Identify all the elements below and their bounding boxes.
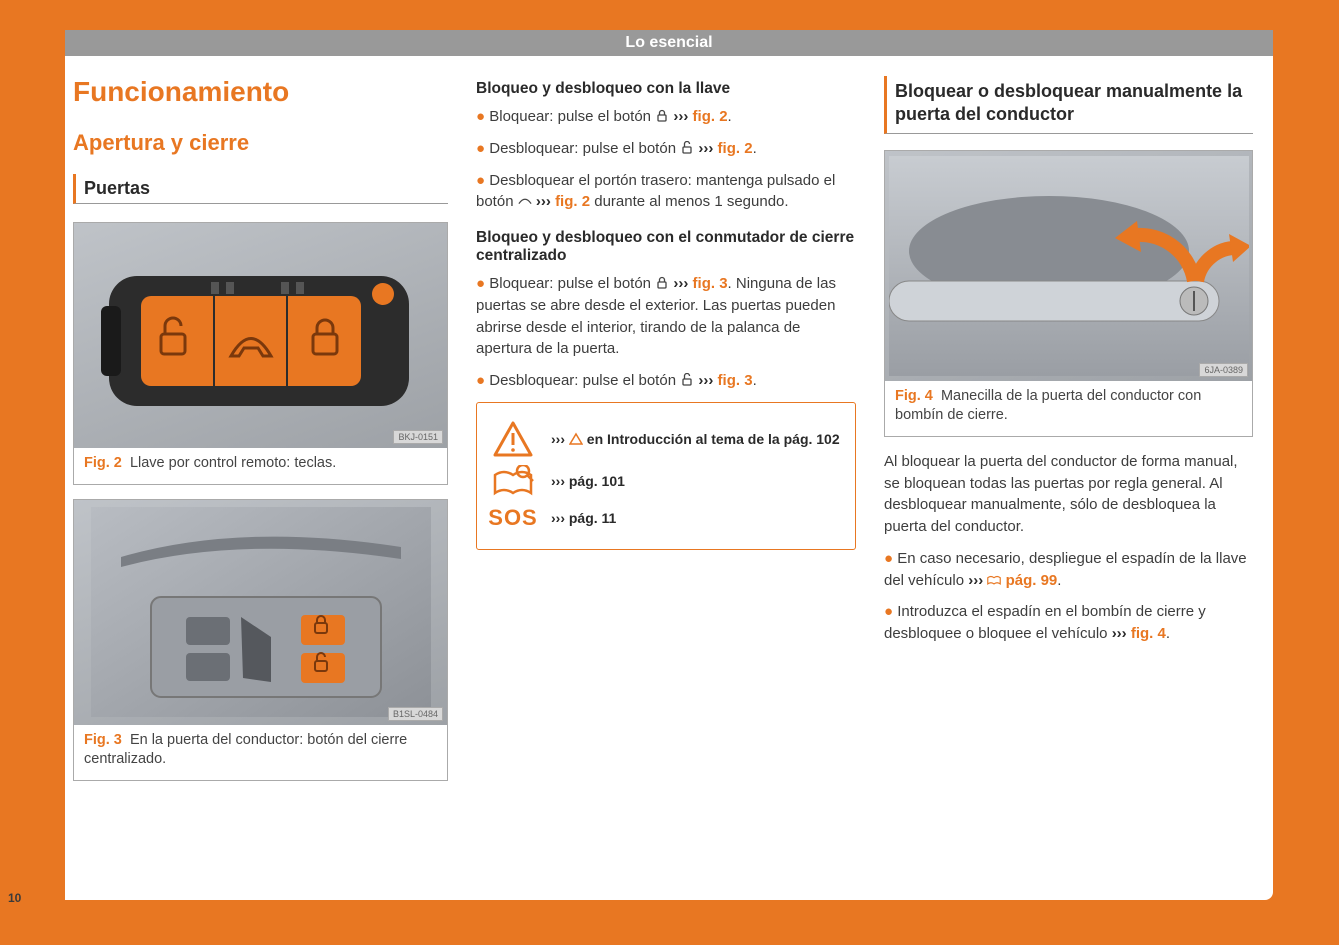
heading-manual-lock: Bloquear o desbloquear manualmente la pu… [884,76,1253,134]
para-manual-lock-desc: Al bloquear la puerta del conductor de f… [884,451,1253,538]
header-bar: Lo esencial [65,30,1273,56]
bullet-unlock-key: ● Desbloquear: pulse el botón ››› fig. 2… [476,138,856,160]
heading-funcionamiento: Funcionamiento [73,76,448,108]
keyfob-illustration [91,236,431,436]
figure-4: 6JA-0389 Fig. 4 Manecilla de la puerta d… [884,150,1253,437]
info-row-sos: SOS ››› pág. 11 [489,505,843,531]
info1-chev: ››› [551,431,565,447]
bullet-insert-key: ● Introduzca el espadín en el bombín de … [884,601,1253,645]
b5-post: . [753,372,757,389]
c3b1-chev: ››› [968,572,983,589]
info-sos-text: ››› pág. 11 [551,509,616,527]
b4-figref: fig. 3 [693,275,728,292]
figure-2: BKJ-0151 Fig. 2 Llave por control remoto… [73,222,448,485]
figure-4-image: 6JA-0389 [885,151,1252,381]
figure-3-caption: Fig. 3 En la puerta del conductor: botón… [74,725,447,780]
b5-pre: Desbloquear: pulse el botón [489,372,680,389]
sos-icon: SOS [489,505,537,531]
lock-closed-icon [655,109,669,123]
figure-2-code: BKJ-0151 [393,430,443,444]
b1-post: . [728,108,732,125]
lock-closed-icon [655,276,669,290]
c3b1-pre: En caso necesario, despliegue el espadín… [884,550,1247,589]
heading-puertas: Puertas [73,174,448,204]
bullet-unlock-tailgate: ● Desbloquear el portón trasero: manteng… [476,170,856,214]
figure-4-caption: Fig. 4 Manecilla de la puerta del conduc… [885,381,1252,436]
content-area: Lo esencial Funcionamiento Apertura y ci… [65,30,1273,900]
page: 10 Lo esencial Funcionamiento Apertura y… [0,0,1339,945]
b2-pre: Desbloquear: pulse el botón [489,140,680,157]
bullet-lock-central: ● Bloquear: pulse el botón ››› fig. 3. N… [476,273,856,360]
warning-small-icon [569,432,583,446]
tailgate-icon [518,194,532,208]
c3b2-post: . [1166,625,1170,642]
bullet-lock-key: ● Bloquear: pulse el botón ››› fig. 2. [476,106,856,128]
b5-figref: fig. 3 [718,372,753,389]
manual-book-icon [489,465,537,497]
info-box: ››› en Introducción al tema de la pág. 1… [476,402,856,550]
figure-2-number: Fig. 2 [84,455,122,471]
figure-2-caption-text: Llave por control remoto: teclas. [130,455,336,471]
manual-ref-icon [987,573,1001,587]
lock-open-icon [680,373,694,387]
figure-4-number: Fig. 4 [895,388,933,404]
figure-2-caption: Fig. 2 Llave por control remoto: teclas. [74,448,447,484]
c3b1-page: pág. 99 [1006,572,1058,589]
column-middle: Bloqueo y desbloqueo con la llave ● Bloq… [476,76,856,795]
b1-chev: ››› [673,108,688,125]
b5-chev: ››› [698,372,713,389]
subhead-central-lock: Bloqueo y desbloqueo con el conmutador d… [476,229,856,265]
b3-post: durante al menos 1 segundo. [590,193,788,210]
figure-3-image: B1SL-0484 [74,500,447,725]
figure-2-image: BKJ-0151 [74,223,447,448]
column-right: Bloquear o desbloquear manualmente la pu… [884,76,1253,795]
figure-4-code: 6JA-0389 [1199,363,1248,377]
b3-figref: fig. 2 [555,193,590,210]
b2-figref: fig. 2 [718,140,753,157]
b2-chev: ››› [698,140,713,157]
page-number: 10 [8,891,21,905]
figure-3-number: Fig. 3 [84,732,122,748]
info-manual-text: ››› pág. 101 [551,472,625,490]
b4-pre: Bloquear: pulse el botón [489,275,655,292]
info-warning-text: ››› en Introducción al tema de la pág. 1… [551,430,840,448]
bullet-unlock-central: ● Desbloquear: pulse el botón ››› fig. 3… [476,370,856,392]
column-left: Funcionamiento Apertura y cierre Puertas [73,76,448,795]
figure-3-code: B1SL-0484 [388,707,443,721]
b1-figref: fig. 2 [693,108,728,125]
sos-label: SOS [488,505,537,531]
figure-4-caption-text: Manecilla de la puerta del conductor con… [895,388,1201,424]
columns: Funcionamiento Apertura y cierre Puertas [65,56,1273,795]
warning-triangle-icon [489,421,537,457]
c3b1-post: . [1057,572,1061,589]
bullet-deploy-key: ● En caso necesario, despliegue el espad… [884,548,1253,592]
c3b2-chev: ››› [1112,625,1127,642]
b2-post: . [753,140,757,157]
heading-apertura: Apertura y cierre [73,130,448,156]
lock-open-icon [680,141,694,155]
door-switch-illustration [91,507,431,717]
door-handle-illustration [889,156,1249,376]
b3-chev: ››› [536,193,551,210]
figure-3: B1SL-0484 Fig. 3 En la puerta del conduc… [73,499,448,781]
info-row-manual: ››› pág. 101 [489,465,843,497]
b1-pre: Bloquear: pulse el botón [489,108,655,125]
c3b2-figref: fig. 4 [1131,625,1166,642]
info-row-warning: ››› en Introducción al tema de la pág. 1… [489,421,843,457]
info1-text: en Introducción al tema de la pág. 102 [587,431,840,447]
subhead-key-lock: Bloqueo y desbloqueo con la llave [476,80,856,98]
figure-3-caption-text: En la puerta del conductor: botón del ci… [84,732,407,768]
b4-chev: ››› [673,275,688,292]
